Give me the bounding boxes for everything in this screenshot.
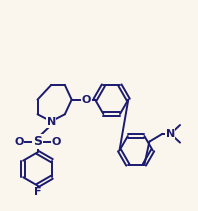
Text: F: F	[34, 187, 41, 197]
Text: O: O	[82, 95, 91, 105]
Text: N: N	[166, 129, 175, 139]
Text: O: O	[51, 137, 61, 147]
Text: O: O	[14, 137, 24, 147]
Text: N: N	[47, 117, 56, 127]
Text: S: S	[33, 135, 42, 148]
